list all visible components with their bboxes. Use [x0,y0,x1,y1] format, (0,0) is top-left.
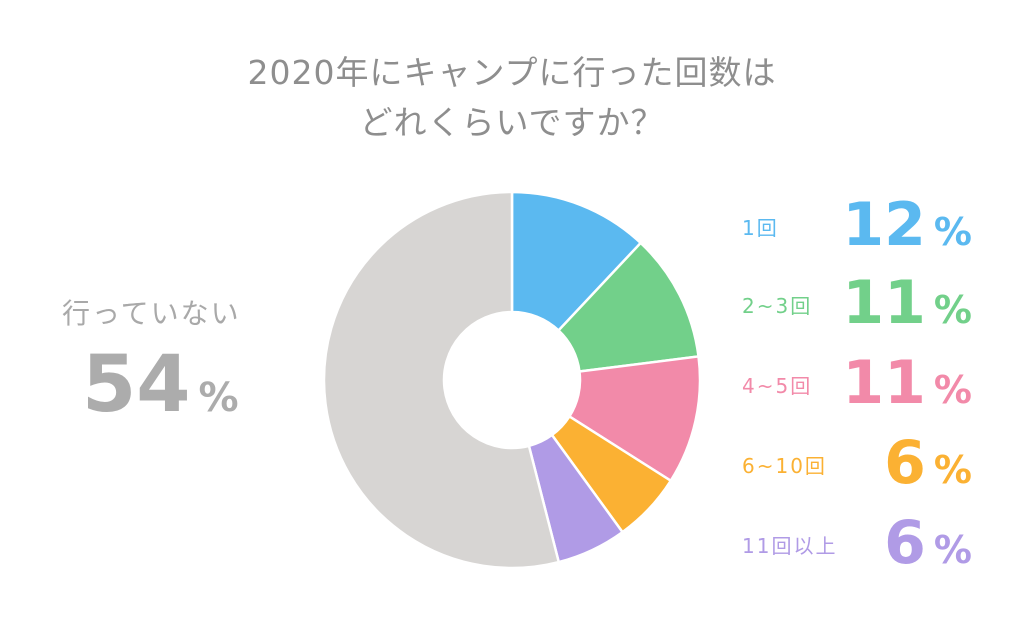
legend-item: 2~3回 11% [742,268,972,338]
callout-number: 54 [82,340,191,430]
legend-value: 6% [884,428,972,498]
legend-number: 11 [842,268,926,338]
legend-number: 12 [842,190,926,260]
legend-label: 4~5回 [742,374,813,398]
slice-none [322,190,561,570]
legend-number: 6 [884,508,926,578]
legend-number: 11 [842,348,926,418]
callout-unit: % [198,375,239,421]
legend-value: 11% [842,268,972,338]
legend-item: 1回 12% [742,190,972,260]
legend-label: 11回以上 [742,534,838,558]
legend-unit: % [933,210,972,254]
legend-unit: % [933,368,972,412]
legend-unit: % [933,528,972,572]
slice-4-5 [567,355,702,483]
legend-item: 4~5回 11% [742,348,972,418]
slice-2-3 [556,241,700,373]
legend-item: 11回以上 6% [742,508,972,578]
chart-title: 2020年にキャンプに行った回数は どれくらいですか？ [0,48,1024,148]
legend-number: 6 [884,428,926,498]
slice-1 [510,190,643,333]
legend-label: 1回 [742,216,779,240]
legend-item: 6~10回 6% [742,428,972,498]
callout-value: 54% [82,340,239,430]
legend-value: 11% [842,348,972,418]
legend-label: 2~3回 [742,294,813,318]
callout-label: 行っていない [62,297,241,330]
chart-title-line-1: 2020年にキャンプに行った回数は [247,53,777,92]
legend-value: 6% [884,508,972,578]
legend-unit: % [933,288,972,332]
chart-title-line-2: どれくらいですか？ [359,103,665,142]
legend-unit: % [933,448,972,492]
legend-label: 6~10回 [742,454,827,478]
legend-value: 12% [842,190,972,260]
